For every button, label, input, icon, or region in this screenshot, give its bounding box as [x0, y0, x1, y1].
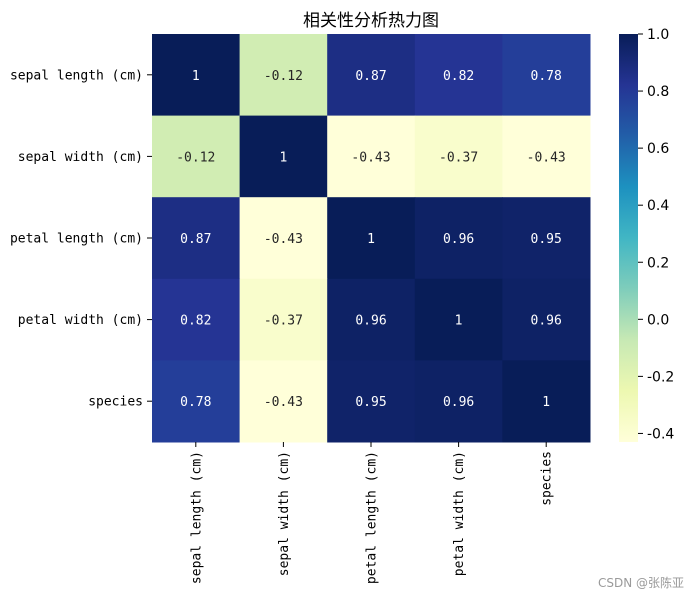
cell-value-label: 0.95	[355, 395, 386, 410]
heatmap-cell	[502, 115, 591, 198]
cell-value-label: 0.96	[355, 314, 386, 329]
x-tick-label: sepal length (cm)	[189, 451, 204, 584]
cell-value-label: 0.82	[443, 69, 474, 84]
heatmap-cell	[239, 115, 328, 198]
heatmap-cell	[327, 278, 416, 361]
x-tick-label: petal length (cm)	[365, 451, 380, 584]
y-tick-label: sepal width (cm)	[18, 150, 143, 165]
heatmap-cell	[502, 360, 591, 443]
cell-value-label: -0.12	[264, 69, 303, 84]
cell-value-label: -0.12	[176, 150, 215, 165]
colorbar-tick-label: 0.4	[647, 198, 669, 214]
cell-value-label: 0.78	[531, 69, 562, 84]
cell-value-label: 1	[367, 232, 375, 247]
heatmap-cell	[239, 34, 328, 117]
cell-annotations: 1 -0.12 0.87 0.82 0.78 -0.12 1 -0.43 -0.37 -0.43 0…	[176, 69, 566, 410]
y-axis-ticks: sepal length (cm) sepal width (cm) petal l…	[10, 68, 152, 410]
heatmap-cell	[239, 360, 328, 443]
cell-value-label: -0.43	[264, 232, 303, 247]
y-tick-label: petal length (cm)	[10, 232, 143, 247]
cell-value-label: 0.96	[443, 395, 474, 410]
heatmap-cell	[152, 115, 241, 198]
y-tick-label: sepal length (cm)	[10, 68, 143, 83]
heatmap-cell	[502, 34, 591, 117]
y-tick-label: petal width (cm)	[18, 313, 143, 328]
heatmap-cell	[327, 197, 416, 280]
cell-value-label: -0.43	[527, 150, 566, 165]
colorbar-tick-label: 0.0	[647, 312, 669, 328]
colorbar-tick-label: 0.8	[647, 84, 669, 100]
heatmap-cell	[152, 197, 241, 280]
colorbar-tick-label: 1.0	[647, 27, 669, 43]
heatmap-cell	[152, 278, 241, 361]
colorbar-gradient	[619, 34, 638, 442]
colorbar-ticks: 1.0 0.8 0.6 0.4 0.2 0.0 -0.2 -0.4	[638, 27, 674, 442]
cell-value-label: 0.87	[180, 232, 211, 247]
chart-title: 相关性分析热力图	[303, 11, 439, 31]
heatmap-cell	[414, 115, 503, 198]
heatmap-cell	[414, 197, 503, 280]
watermark: CSDN @张陈亚	[598, 575, 684, 590]
colorbar-tick-label: 0.2	[647, 255, 669, 271]
x-tick-label: sepal width (cm)	[277, 451, 292, 576]
cell-value-label: 0.96	[443, 232, 474, 247]
heatmap-cell	[239, 278, 328, 361]
heatmap-cell	[414, 360, 503, 443]
colorbar-tick-label: -0.2	[647, 369, 674, 385]
colorbar-tick-label: 0.6	[647, 141, 669, 157]
heatmap-cell	[414, 34, 503, 117]
heatmap-cell	[327, 115, 416, 198]
heatmap-cell	[414, 278, 503, 361]
heatmap-cell	[502, 197, 591, 280]
cell-value-label: 1	[192, 69, 200, 84]
cell-value-label: 0.96	[531, 314, 562, 329]
cell-value-label: -0.37	[264, 314, 303, 329]
cell-value-label: 0.95	[531, 232, 562, 247]
cell-value-label: 0.82	[180, 314, 211, 329]
cell-value-label: -0.43	[264, 395, 303, 410]
x-axis-ticks: sepal length (cm) sepal width (cm) petal l…	[189, 442, 555, 584]
cell-value-label: 1	[455, 314, 463, 329]
heatmap-cell	[327, 34, 416, 117]
cell-value-label: 1	[279, 150, 287, 165]
cell-value-label: -0.37	[439, 150, 478, 165]
cell-value-label: 0.78	[180, 395, 211, 410]
colorbar: 1.0 0.8 0.6 0.4 0.2 0.0 -0.2 -0.4	[619, 27, 674, 442]
cell-value-label: -0.43	[351, 150, 390, 165]
cell-value-label: 1	[542, 395, 550, 410]
colorbar-tick-label: -0.4	[647, 426, 674, 442]
heatmap-cell	[502, 278, 591, 361]
cell-value-label: 0.87	[355, 69, 386, 84]
heatmap-cell	[327, 360, 416, 443]
x-tick-label: species	[540, 451, 555, 506]
heatmap-cell	[152, 360, 241, 443]
y-tick-label: species	[88, 395, 143, 410]
x-tick-label: petal width (cm)	[452, 451, 467, 576]
heatmap-cells	[152, 34, 591, 443]
heatmap-cell	[152, 34, 241, 117]
heatmap-cell	[239, 197, 328, 280]
